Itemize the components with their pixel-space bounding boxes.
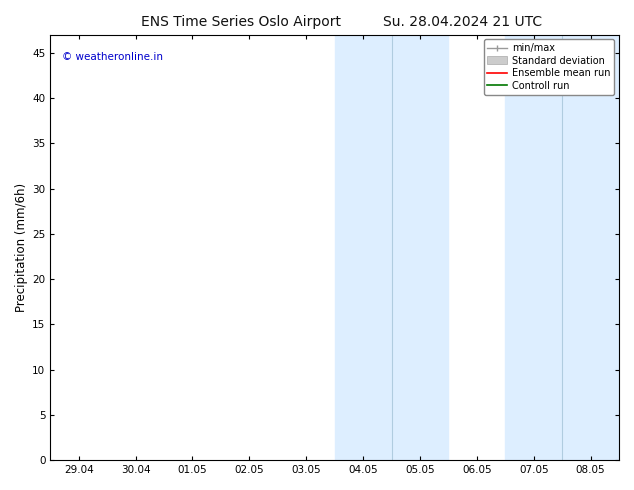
Text: ENS Time Series Oslo Airport: ENS Time Series Oslo Airport xyxy=(141,15,341,29)
Bar xyxy=(505,35,619,460)
Text: Su. 28.04.2024 21 UTC: Su. 28.04.2024 21 UTC xyxy=(384,15,542,29)
Text: © weatheronline.in: © weatheronline.in xyxy=(61,51,163,62)
Bar xyxy=(335,35,448,460)
Y-axis label: Precipitation (mm/6h): Precipitation (mm/6h) xyxy=(15,183,28,312)
Legend: min/max, Standard deviation, Ensemble mean run, Controll run: min/max, Standard deviation, Ensemble me… xyxy=(484,40,614,95)
